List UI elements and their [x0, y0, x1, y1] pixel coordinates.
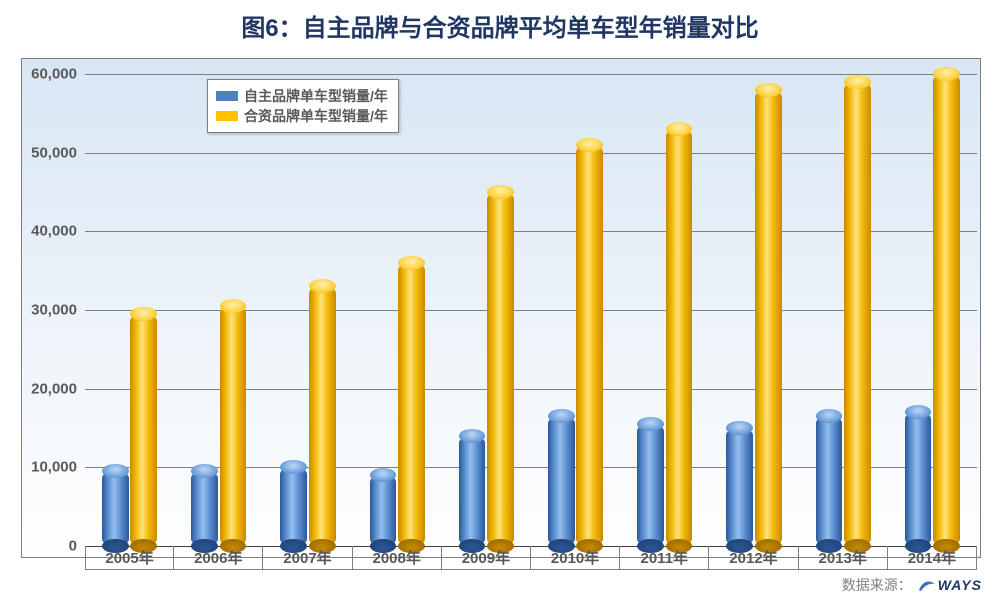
- legend-item-jv: 合资品牌单车型销量/年: [216, 106, 388, 126]
- x-tick-label: 2008年: [353, 546, 442, 570]
- y-tick-label: 10,000: [31, 459, 85, 476]
- x-tick-label: 2009年: [442, 546, 531, 570]
- bar-domestic: [280, 467, 307, 546]
- x-tick-label: 2012年: [709, 546, 798, 570]
- x-tick-label: 2013年: [799, 546, 888, 570]
- bar-domestic: [459, 436, 486, 546]
- bar-jv: [933, 74, 960, 546]
- legend: 自主品牌单车型销量/年 合资品牌单车型销量/年: [207, 79, 399, 133]
- y-tick-label: 30,000: [31, 302, 85, 319]
- bar-domestic: [637, 424, 664, 546]
- y-tick-label: 50,000: [31, 144, 85, 161]
- bar-domestic: [726, 428, 753, 546]
- x-tick-label: 2011年: [620, 546, 709, 570]
- bar-domestic: [102, 471, 129, 546]
- x-tick-label: 2007年: [263, 546, 352, 570]
- bar-jv: [755, 90, 782, 546]
- legend-label-jv: 合资品牌单车型销量/年: [244, 106, 388, 126]
- source-brand-logo: WAYS: [918, 577, 982, 593]
- source-brand-text: WAYS: [938, 577, 982, 593]
- bar-jv: [844, 82, 871, 546]
- bar-domestic: [370, 475, 397, 546]
- bar-jv: [666, 129, 693, 546]
- x-tick-label: 2005年: [85, 546, 174, 570]
- source-label: 数据来源：: [842, 575, 912, 595]
- bar-jv: [130, 314, 157, 546]
- bar-jv: [220, 306, 247, 546]
- bar-jv: [487, 192, 514, 546]
- legend-swatch-domestic: [216, 91, 238, 101]
- y-tick-label: 20,000: [31, 380, 85, 397]
- x-tick-label: 2010年: [531, 546, 620, 570]
- data-source: 数据来源： WAYS: [842, 575, 982, 595]
- bar-domestic: [548, 416, 575, 546]
- legend-label-domestic: 自主品牌单车型销量/年: [244, 86, 388, 106]
- y-tick-label: 40,000: [31, 223, 85, 240]
- plot-area: 010,00020,00030,00040,00050,00060,000: [85, 74, 977, 546]
- bar-jv: [398, 263, 425, 546]
- gridline: [85, 74, 977, 75]
- legend-item-domestic: 自主品牌单车型销量/年: [216, 86, 388, 106]
- y-tick-label: 60,000: [31, 66, 85, 83]
- y-tick-label: 0: [69, 538, 85, 555]
- x-axis: 2005年2006年2007年2008年2009年2010年2011年2012年…: [85, 546, 977, 570]
- legend-swatch-jv: [216, 111, 238, 121]
- bar-domestic: [191, 471, 218, 546]
- swoosh-icon: [918, 578, 936, 592]
- bar-domestic: [905, 412, 932, 546]
- chart-title: 图6：自主品牌与合资品牌平均单车型年销量对比: [0, 8, 1000, 43]
- bar-jv: [309, 286, 336, 546]
- bar-jv: [576, 145, 603, 546]
- x-tick-label: 2014年: [888, 546, 977, 570]
- bar-domestic: [816, 416, 843, 546]
- x-tick-label: 2006年: [174, 546, 263, 570]
